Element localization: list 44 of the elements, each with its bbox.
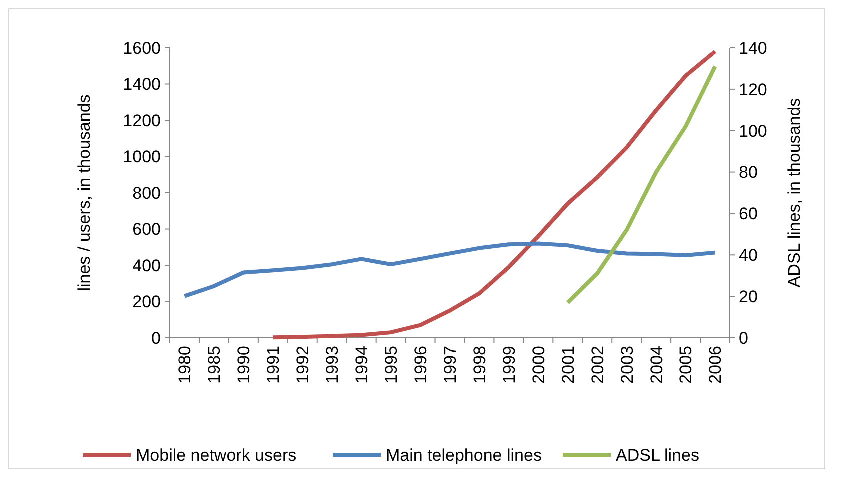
legend-label: Mobile network users xyxy=(136,446,297,465)
y-tick-label: 1600 xyxy=(123,38,161,58)
x-tick-label: 1994 xyxy=(352,346,372,384)
y-tick-label: 200 xyxy=(132,292,161,312)
y2-tick-label: 140 xyxy=(739,38,768,58)
y-tick-label: 1200 xyxy=(123,111,161,130)
y2-tick-label: 20 xyxy=(739,288,758,307)
line-series xyxy=(566,64,718,305)
x-tick-label: 1985 xyxy=(205,346,224,384)
y2-tick-label: 100 xyxy=(739,122,768,141)
x-tick-label: 1997 xyxy=(440,346,460,384)
y-axis-title: lines / users, in thousands xyxy=(75,94,94,292)
line-series xyxy=(271,50,718,340)
x-tick-label: 1992 xyxy=(294,346,313,384)
x-tick-label: 2005 xyxy=(676,346,696,384)
x-tick-label: 2001 xyxy=(558,346,578,384)
y-tick-label: 0 xyxy=(152,328,161,348)
y2-tick-label: 80 xyxy=(739,163,758,182)
y2-tick-label: 40 xyxy=(739,246,758,266)
y2-tick-label: 0 xyxy=(739,328,748,348)
y2-tick-label: 120 xyxy=(739,80,768,100)
y-tick-label: 800 xyxy=(132,184,161,203)
x-tick-label: 2000 xyxy=(529,346,548,384)
x-tick-label: 1993 xyxy=(323,346,342,384)
x-tick-label: 2003 xyxy=(618,346,637,384)
y-tick-label: 1400 xyxy=(123,75,161,94)
x-tick-label: 1990 xyxy=(234,346,254,384)
x-tick-label: 1999 xyxy=(500,346,519,384)
x-tick-label: 2006 xyxy=(706,346,726,384)
x-tick-label: 1995 xyxy=(382,346,402,384)
x-tick-label: 1996 xyxy=(411,346,430,384)
y2-axis-title: ADSL lines, in thousands xyxy=(785,98,804,288)
legend-label: ADSL lines xyxy=(616,446,700,465)
x-tick-label: 1980 xyxy=(176,346,195,384)
y-tick-label: 1000 xyxy=(123,148,161,167)
x-tick-label: 1998 xyxy=(470,346,490,384)
y-tick-label: 600 xyxy=(132,220,161,240)
y2-tick-label: 60 xyxy=(739,204,758,224)
y-tick-label: 400 xyxy=(132,256,161,276)
legend-label: Main telephone lines xyxy=(386,446,542,465)
x-tick-label: 2002 xyxy=(588,346,608,384)
x-tick-label: 2004 xyxy=(647,346,666,384)
x-tick-label: 1991 xyxy=(264,346,284,384)
line-series xyxy=(182,242,718,298)
